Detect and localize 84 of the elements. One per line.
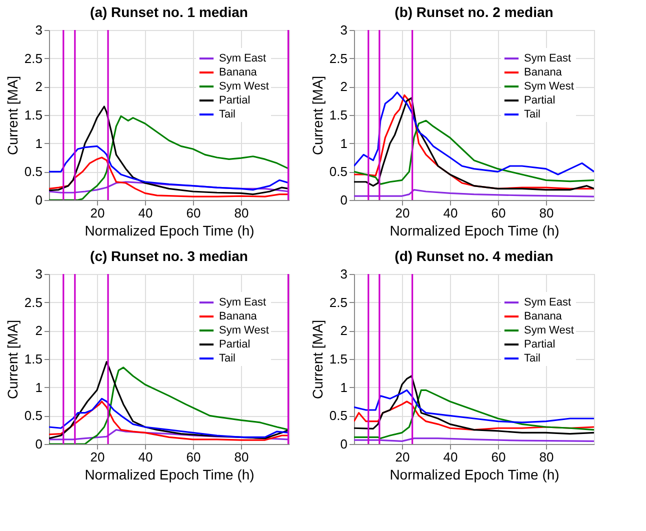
- line-series: [354, 120, 594, 185]
- y-tick-label: 2: [340, 323, 348, 338]
- x-tick-label: 60: [491, 450, 506, 464]
- y-tick-label: 1.5: [24, 108, 42, 122]
- legend-label: Sym West: [524, 80, 574, 92]
- x-tick-label: 40: [443, 206, 458, 220]
- y-axis-title: Current [MA]: [4, 76, 20, 156]
- x-axis-title: Normalized Epoch Time (h): [390, 466, 560, 482]
- chart-title: (b) Runset no. 2 median: [394, 4, 554, 20]
- y-tick-label: 2.5: [329, 294, 348, 310]
- legend-label: Partial: [524, 94, 556, 106]
- x-axis-title: Normalized Epoch Time (h): [84, 222, 254, 238]
- legend-label: Banana: [524, 66, 563, 78]
- legend-label: Banana: [524, 310, 563, 322]
- y-tick-label: 1.5: [329, 352, 348, 366]
- legend-label: Tail: [219, 108, 236, 120]
- x-tick-label: 80: [539, 206, 554, 220]
- line-series: [49, 145, 289, 191]
- y-tick-label: 0.5: [24, 164, 42, 180]
- y-tick-label: 0: [35, 192, 42, 208]
- line-series: [354, 375, 594, 435]
- y-tick-label: 3: [35, 22, 42, 38]
- legend-label: Tail: [219, 352, 236, 364]
- y-tick-label: 3: [340, 266, 348, 282]
- legend-label: Partial: [219, 338, 250, 350]
- legend-label: Partial: [524, 338, 556, 350]
- y-tick-label: 0.5: [24, 408, 42, 424]
- line-series: [354, 389, 594, 424]
- x-tick-label: 60: [186, 450, 201, 464]
- legend-label: Tail: [524, 108, 541, 120]
- line-series: [354, 92, 594, 176]
- y-tick-label: 0: [340, 436, 348, 452]
- x-tick-label: 20: [90, 206, 105, 220]
- legend-label: Banana: [219, 66, 258, 78]
- x-tick-label: 80: [234, 450, 249, 464]
- line-series: [354, 189, 594, 198]
- x-tick-label: 20: [90, 450, 105, 464]
- chart-title: (a) Runset no. 1 median: [90, 4, 248, 20]
- y-axis-title: Current [MA]: [309, 320, 326, 400]
- legend-label: Sym East: [219, 52, 266, 64]
- legend-label: Sym East: [219, 296, 266, 308]
- y-tick-label: 2.5: [329, 50, 348, 66]
- legend-label: Sym East: [524, 296, 572, 308]
- y-tick-label: 1: [340, 136, 348, 151]
- line-series: [49, 156, 289, 198]
- legend-label: Sym East: [524, 52, 572, 64]
- chart-title: (d) Runset no. 4 median: [394, 248, 554, 264]
- legend-label: Sym West: [524, 324, 574, 336]
- y-tick-label: 2: [35, 323, 42, 338]
- line-series: [354, 389, 594, 440]
- y-tick-label: 2.5: [24, 294, 42, 310]
- y-tick-label: 0: [35, 436, 42, 452]
- legend-label: Tail: [524, 352, 541, 364]
- y-tick-label: 1: [35, 136, 42, 151]
- y-axis-title: Current [MA]: [309, 76, 326, 156]
- x-tick-label: 60: [186, 206, 201, 220]
- y-tick-label: 2: [340, 79, 348, 94]
- x-tick-label: 60: [491, 206, 506, 220]
- x-axis-title: Normalized Epoch Time (h): [390, 222, 560, 238]
- legend-label: Banana: [219, 310, 258, 322]
- y-tick-label: 2.5: [24, 50, 42, 66]
- legend-label: Sym West: [219, 80, 269, 92]
- x-axis-title: Normalized Epoch Time (h): [84, 466, 254, 482]
- x-tick-label: 40: [443, 450, 458, 464]
- x-tick-label: 40: [138, 206, 153, 220]
- x-tick-label: 20: [395, 206, 410, 220]
- x-tick-label: 20: [395, 450, 410, 464]
- y-axis-title: Current [MA]: [4, 320, 20, 400]
- y-tick-label: 0: [340, 192, 348, 208]
- y-tick-label: 2: [35, 79, 42, 94]
- y-tick-label: 1: [340, 380, 348, 395]
- y-tick-label: 0.5: [329, 164, 348, 180]
- x-tick-label: 80: [539, 450, 554, 464]
- y-tick-label: 3: [340, 22, 348, 38]
- y-tick-label: 3: [35, 266, 42, 282]
- x-tick-label: 80: [234, 206, 249, 220]
- x-tick-label: 40: [138, 450, 153, 464]
- y-tick-label: 0.5: [329, 408, 348, 424]
- y-tick-label: 1.5: [329, 108, 348, 122]
- y-tick-label: 1: [35, 380, 42, 395]
- legend-label: Sym West: [219, 324, 269, 336]
- chart-title: (c) Runset no. 3 median: [90, 248, 248, 264]
- legend-label: Partial: [219, 94, 250, 106]
- y-tick-label: 1.5: [24, 352, 42, 366]
